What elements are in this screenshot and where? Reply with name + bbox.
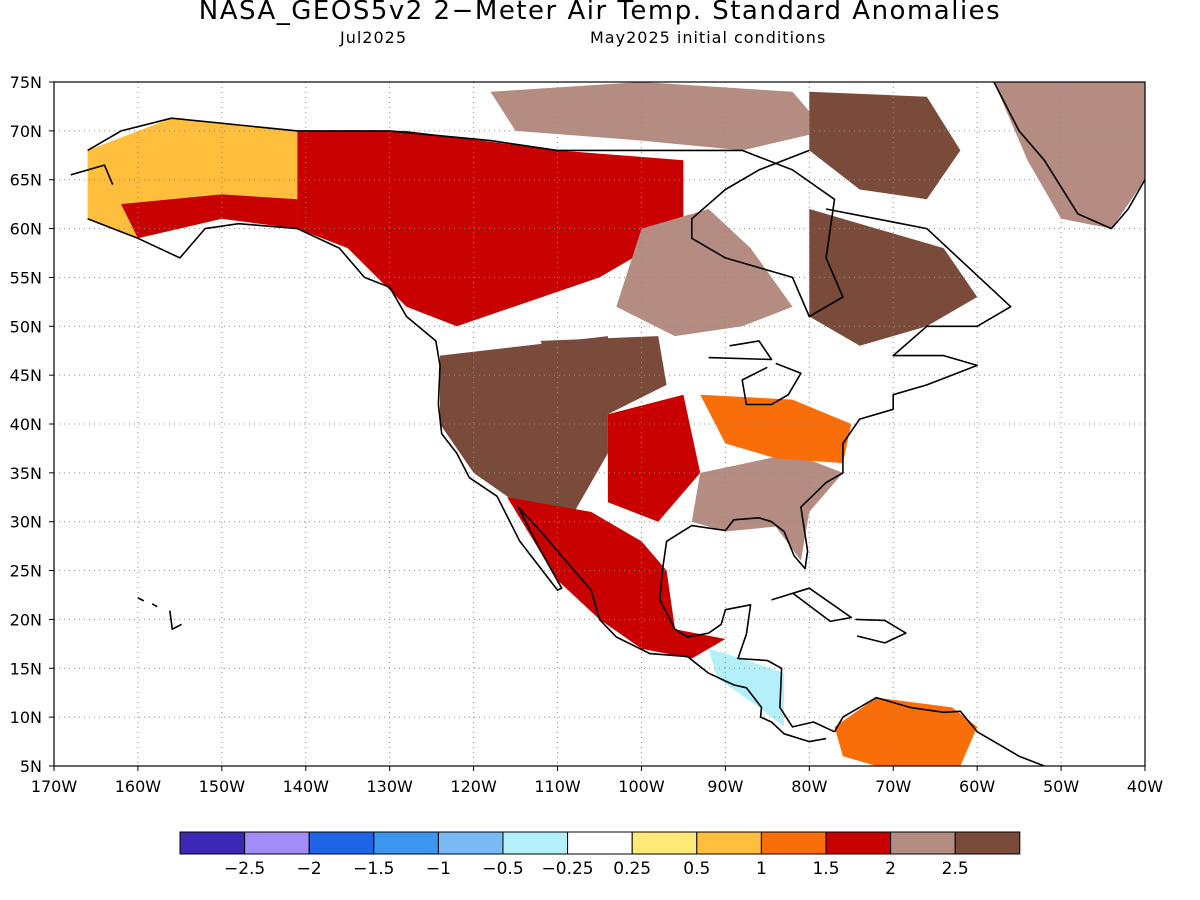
colorbar-label: −0.5: [482, 859, 523, 879]
lat-tick-label: 65N: [10, 171, 42, 190]
longitude-labels: 170W 160W 150W 140W 130W 120W 110W 100W 90W 80W 70…: [31, 777, 1163, 796]
coastline-segment: [87, 117, 844, 318]
lon-tick-label: 40W: [1127, 777, 1163, 796]
colorbar-swatch: [825, 831, 892, 855]
coastline-segment: [741, 362, 802, 406]
anomaly-fill-layer: [87, 82, 1145, 766]
coastline-segment: [992, 82, 1145, 230]
lat-tick-label: 45N: [10, 366, 42, 385]
coastline-segment: [169, 610, 182, 631]
lon-tick-label: 110W: [534, 777, 581, 796]
latitude-labels: 75N 70N 65N 60N 55N 50N 45N 40N 35N 30N 25N 20N 15N 1…: [10, 73, 42, 776]
colorbar-label: 1: [756, 859, 767, 879]
lon-tick-label: 90W: [707, 777, 743, 796]
coastline-segment: [771, 587, 853, 623]
colorbar-label: 2.5: [942, 859, 969, 879]
anomaly-region-baffin-island: [809, 91, 961, 200]
colorbar-swatch: [179, 831, 246, 855]
lon-tick-label: 140W: [283, 777, 330, 796]
lon-tick-label: 150W: [199, 777, 246, 796]
lon-tick-label: 60W: [959, 777, 995, 796]
lat-tick-label: 60N: [10, 220, 42, 239]
colorbar-swatch: [244, 831, 310, 855]
lon-tick-label: 70W: [875, 777, 911, 796]
colorbar-swatch: [760, 831, 827, 855]
colorbar-label: −1: [426, 859, 451, 879]
lon-tick-label: 80W: [791, 777, 827, 796]
lon-tick-label: 160W: [115, 777, 162, 796]
colorbar-label: −1.5: [353, 859, 394, 879]
anomaly-region-us-great-plains: [607, 394, 701, 522]
lat-tick-label: 75N: [10, 73, 42, 92]
colorbar-label: −2.5: [224, 859, 265, 879]
colorbar-label: −2: [297, 859, 322, 879]
lon-tick-label: 170W: [31, 777, 78, 796]
valid-month: Jul2025: [340, 28, 408, 47]
init-conditions: May2025 initial conditions: [590, 28, 827, 47]
lat-tick-label: 35N: [10, 464, 42, 483]
colorbar-swatch: [437, 831, 504, 855]
coastline-segment: [137, 597, 145, 602]
coastline-segment: [708, 340, 773, 361]
colorbar-label: 1.5: [812, 859, 839, 879]
map-frame: [53, 81, 1146, 767]
anomaly-region-us-southeast: [691, 453, 843, 561]
colorbar-swatch: [502, 831, 569, 855]
anomaly-region-greenland: [993, 82, 1145, 229]
colorbar-swatch: [696, 831, 762, 855]
coastline-segment: [855, 618, 907, 644]
anomaly-region-alaska-south-coast: [121, 194, 298, 239]
lat-tick-label: 40N: [10, 415, 42, 434]
lat-tick-label: 30N: [10, 513, 42, 532]
coastline-segment: [151, 603, 158, 608]
lon-tick-label: 100W: [618, 777, 665, 796]
anomaly-region-mexico: [507, 497, 726, 659]
figure-title: NASA_GEOS5v2 2−Meter Air Temp. Standard …: [198, 0, 1002, 26]
colorbar-swatch: [308, 831, 375, 855]
colorbar-label: 0.5: [683, 859, 710, 879]
anomaly-region-us-ohio-valley: [700, 394, 852, 464]
coastline-segment: [87, 218, 827, 743]
anomaly-region-hudson-bay-region: [616, 209, 793, 337]
coastline-segment: [833, 696, 1045, 766]
anomaly-region-us-northern-plains: [540, 336, 667, 415]
anomaly-region-arctic-islands: [490, 82, 827, 151]
colorbar-label: 0.25: [613, 859, 651, 879]
lat-tick-label: 15N: [10, 659, 42, 678]
colorbar-swatch: [890, 831, 956, 855]
lat-tick-label: 20N: [10, 610, 42, 629]
colorbar-swatch: [954, 831, 1021, 855]
colorbar-label: −0.25: [542, 859, 594, 879]
anomaly-region-northern-south-america: [834, 697, 978, 766]
coastlines: [70, 82, 1145, 766]
lon-tick-label: 120W: [450, 777, 497, 796]
colorbar-swatch: [373, 831, 439, 855]
lat-tick-label: 50N: [10, 317, 42, 336]
colorbar-swatch: [567, 831, 633, 855]
lat-tick-label: 55N: [10, 268, 42, 287]
colorbar-label: 2: [885, 859, 896, 879]
anomaly-region-yukon-nwt: [297, 130, 684, 327]
colorbar: −2.5 −2 −1.5 −1 −0.5 −0.25 0.25 0.5 1 1.5 2 2.5: [179, 831, 1021, 879]
lat-tick-label: 70N: [10, 122, 42, 141]
lat-tick-label: 10N: [10, 708, 42, 727]
lat-tick-label: 5N: [20, 757, 42, 776]
lon-tick-label: 50W: [1043, 777, 1079, 796]
coastline-segment: [70, 164, 114, 185]
lon-tick-label: 130W: [367, 777, 414, 796]
coastline-segment: [659, 208, 1012, 733]
colorbar-swatch: [631, 831, 698, 855]
lat-tick-label: 25N: [10, 562, 42, 581]
